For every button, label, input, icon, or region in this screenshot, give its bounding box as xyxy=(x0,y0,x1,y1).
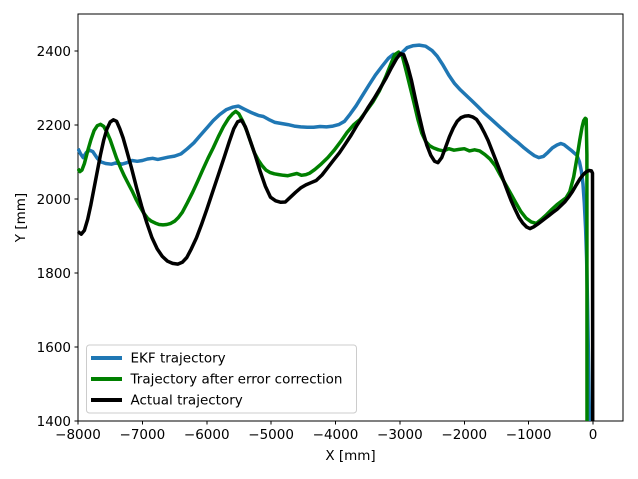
series-line-2 xyxy=(77,51,595,422)
x-tick-label: 0 xyxy=(589,427,598,443)
x-tick-label: −3000 xyxy=(377,427,423,443)
y-axis-label: Y [mm] xyxy=(13,193,29,243)
x-tick-label: −5000 xyxy=(248,427,294,443)
x-tick-label: −1000 xyxy=(506,427,552,443)
legend-box xyxy=(86,344,357,414)
legend-label-2: Actual trajectory xyxy=(131,393,243,409)
legend-label-0: EKF trajectory xyxy=(131,351,226,367)
y-tick-label: 2200 xyxy=(37,118,71,134)
x-tick-label: −6000 xyxy=(184,427,230,443)
y-tick-label: 1400 xyxy=(37,414,71,430)
x-tick-label: −7000 xyxy=(120,427,166,443)
x-tick-label: −4000 xyxy=(313,427,359,443)
x-tick-label: −2000 xyxy=(441,427,487,443)
y-tick-label: 1800 xyxy=(37,266,71,282)
x-axis-label: X [mm] xyxy=(325,448,375,464)
legend-label-1: Trajectory after error correction xyxy=(130,372,343,388)
series-line-0 xyxy=(77,43,592,422)
x-tick-label: −8000 xyxy=(55,427,101,443)
y-tick-label: 2400 xyxy=(37,44,71,60)
y-tick-label: 2000 xyxy=(37,192,71,208)
y-tick-label: 1600 xyxy=(37,340,71,356)
